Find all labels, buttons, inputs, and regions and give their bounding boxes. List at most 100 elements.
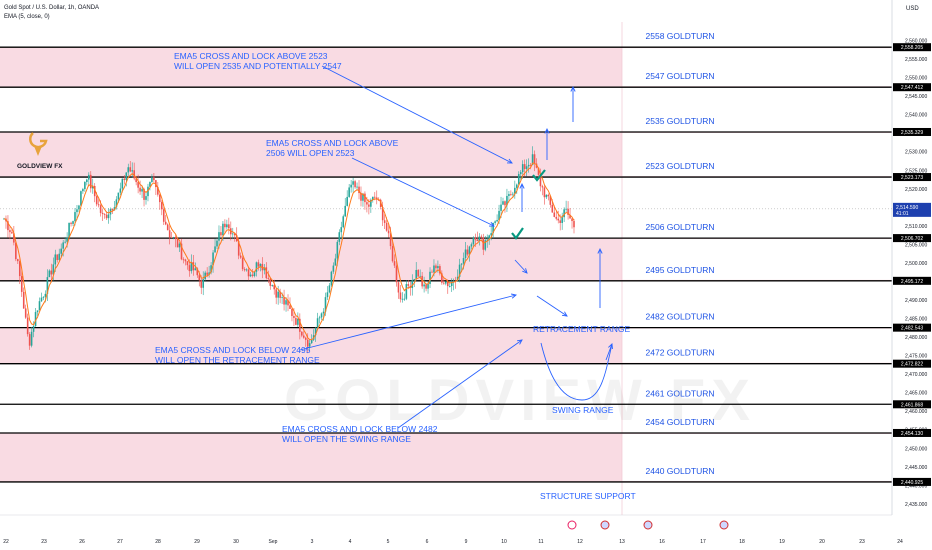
candle-body: [157, 187, 159, 195]
candle-body: [521, 164, 524, 173]
candle-body: [291, 308, 293, 317]
candle-body: [192, 262, 195, 271]
candle-body: [206, 272, 208, 275]
candle-body: [42, 296, 45, 298]
candle-body: [320, 313, 323, 318]
candle-body: [48, 270, 51, 278]
candle-body: [571, 218, 573, 222]
y-tick-label: 2,475.000: [905, 354, 927, 360]
candle-body: [239, 255, 242, 258]
x-tick-label: 6: [426, 539, 429, 545]
y-tick-label: 2,480.000: [905, 335, 927, 341]
candle-body: [231, 233, 234, 235]
candle-body: [133, 170, 135, 179]
candle-body: [496, 220, 498, 222]
candle-body: [504, 201, 506, 206]
candle-body: [316, 318, 319, 328]
candle-body: [362, 193, 364, 201]
current-price-label: 2,514.590: [896, 205, 918, 211]
price-badge-label: 2,558.205: [901, 45, 923, 51]
candle-body: [180, 243, 183, 260]
candle-body: [176, 239, 179, 248]
candle-body: [484, 240, 487, 250]
price-badge: [893, 234, 931, 243]
candle-body: [11, 232, 13, 234]
candle-body: [186, 261, 189, 266]
candle-body: [486, 239, 489, 241]
candle-body: [9, 230, 11, 233]
candle-body: [243, 269, 246, 271]
candle-body: [107, 214, 110, 219]
price-badge-label: 2,506.702: [901, 236, 923, 242]
candle-body: [91, 185, 94, 189]
y-tick-label: 2,485.000: [905, 317, 927, 323]
symbol-title: Gold Spot / U.S. Dollar, 1h, OANDA: [4, 5, 100, 11]
candle-body: [360, 193, 362, 201]
x-tick-label: 5: [387, 539, 390, 545]
candle-body: [235, 235, 238, 242]
candle-body: [551, 204, 554, 213]
annotation-arrow: [536, 295, 568, 317]
candle-body: [155, 180, 157, 188]
price-badge-label: 2,454.130: [901, 431, 923, 437]
price-badge: [893, 83, 931, 92]
candle-body: [82, 189, 84, 192]
candle-body: [265, 267, 268, 279]
candle-body: [358, 186, 360, 194]
arrow-head: [597, 247, 603, 254]
us-flag-icon: [600, 520, 610, 530]
candle-body: [172, 237, 175, 238]
candle-body: [30, 331, 33, 346]
candle-body: [281, 297, 283, 298]
candle-body: [38, 301, 41, 311]
candle-body: [164, 221, 167, 225]
candle-body: [490, 233, 492, 236]
candle-body: [127, 167, 130, 173]
us-flag-icon: [719, 520, 729, 530]
candle-body: [251, 274, 254, 277]
candle-body: [125, 172, 128, 180]
candle-body: [245, 269, 248, 271]
x-tick-label: 24: [897, 539, 903, 545]
candle-body: [336, 241, 339, 259]
price-badge-label: 2,461.868: [901, 402, 923, 408]
candle-body: [141, 189, 143, 192]
candle-body: [452, 280, 455, 283]
price-badge-label: 2,472.822: [901, 362, 923, 368]
y-tick-label: 2,435.000: [905, 502, 927, 508]
candle-body: [261, 263, 264, 271]
candle-body: [340, 227, 343, 233]
y-tick-label: 2,490.000: [905, 298, 927, 304]
annotation-arrow: [351, 157, 495, 227]
candle-body: [253, 271, 256, 277]
arrow-head: [561, 311, 568, 317]
candle-body: [458, 264, 461, 277]
candle-body: [370, 199, 372, 207]
candle-body: [529, 164, 532, 166]
ema-indicator-label[interactable]: EMA (5, close, 0): [4, 14, 50, 20]
candle-body: [220, 232, 222, 236]
candle-body: [389, 233, 392, 247]
x-tick-label: 30: [233, 539, 239, 545]
arrow-head: [570, 85, 576, 92]
candle-body: [354, 181, 356, 188]
price-badge: [893, 359, 931, 368]
candle-body: [310, 339, 313, 344]
candle-body: [182, 259, 185, 261]
price-badge-label: 2,440.925: [901, 480, 923, 486]
candle-body: [364, 193, 366, 203]
candle-body: [84, 182, 86, 190]
candle-body: [168, 230, 171, 238]
candle-body: [545, 194, 548, 198]
candle-body: [492, 222, 494, 234]
candle-body: [547, 194, 550, 197]
candle-body: [233, 233, 236, 236]
candle-body: [202, 279, 205, 288]
arrow-head: [511, 293, 518, 299]
candle-body: [198, 275, 201, 281]
candle-body: [269, 278, 272, 286]
candle-body: [306, 339, 309, 347]
annotation-arrow: [514, 259, 528, 274]
candle-body: [299, 318, 301, 332]
